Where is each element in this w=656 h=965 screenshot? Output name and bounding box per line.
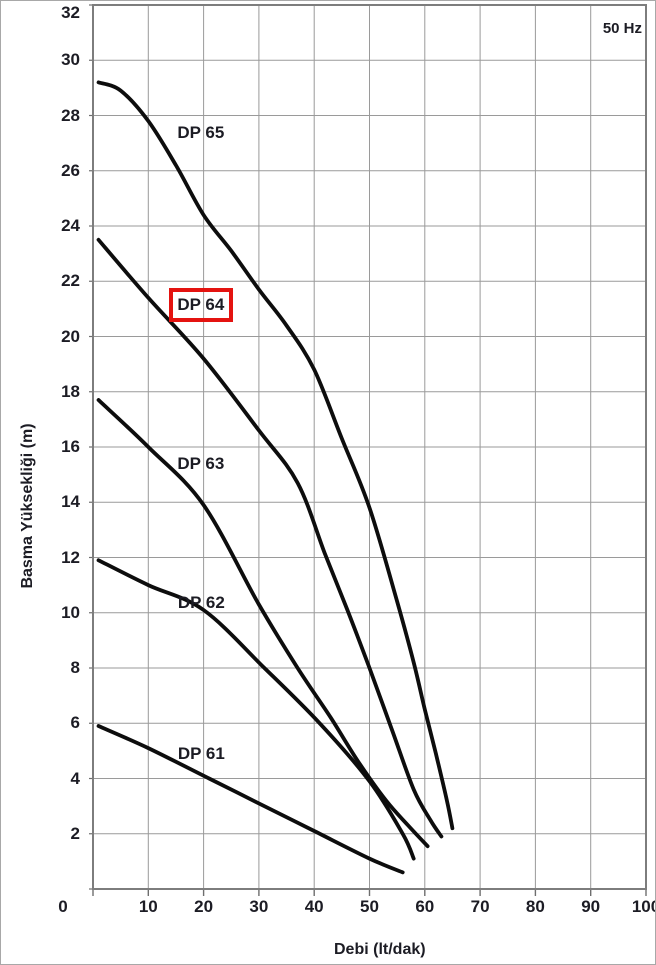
series-label-dp-64: DP 64 (177, 294, 225, 314)
plot-frame (92, 4, 647, 890)
x-tick-label: 40 (304, 897, 324, 916)
series-label-dp-61: DP 61 (177, 743, 225, 763)
x-tick-label: 80 (525, 897, 545, 916)
y-tick-label: 18 (61, 381, 80, 401)
pump-curve-dp-61 (96, 724, 405, 875)
series-label-dp-63: DP 63 (177, 453, 225, 473)
x-tick-label: 30 (249, 897, 269, 916)
y-tick-label: 22 (61, 271, 80, 291)
highlight-box-dp-64 (168, 287, 233, 322)
series-label-dp-62: DP 62 (177, 593, 225, 613)
x-tick-label: 50 (360, 897, 379, 916)
y-tick-label: 24 (61, 216, 80, 235)
x-tick-label: 0 (58, 897, 68, 916)
x-tick-label: 70 (470, 897, 490, 916)
series-label-dp-65: DP 65 (177, 123, 225, 143)
frequency-badge: 50 Hz (602, 20, 642, 37)
y-tick-label: 16 (61, 437, 80, 456)
y-tick-label: 26 (61, 160, 80, 180)
y-tick-label: 28 (61, 105, 80, 125)
x-axis-title: Debi (lt/dak) (334, 941, 426, 958)
pump-curve-dp-65 (96, 80, 455, 831)
y-tick-label: 4 (70, 768, 80, 788)
y-tick-label: 2 (70, 823, 80, 843)
y-tick-label: 6 (70, 713, 80, 733)
x-tick-label: 20 (194, 897, 214, 916)
y-tick-label: 14 (61, 492, 80, 512)
x-tick-label: 90 (581, 897, 601, 916)
y-tick-label: 30 (61, 50, 80, 70)
pump-curve-dp-63 (96, 398, 430, 849)
pump-curve-dp-62 (96, 558, 416, 861)
y-tick-label: 10 (61, 602, 80, 622)
y-tick-label: 32 (61, 3, 80, 22)
x-tick-label: 100 (631, 897, 655, 916)
x-tick-label: 60 (415, 897, 435, 916)
y-tick-label: 8 (70, 658, 80, 677)
pump-curve-dp-64 (96, 237, 444, 839)
x-tick-label: 10 (138, 897, 158, 916)
y-tick-label: 12 (61, 547, 80, 567)
y-axis-title: Basma Yüksekliği (m) (19, 423, 36, 589)
y-tick-label: 20 (61, 326, 80, 346)
